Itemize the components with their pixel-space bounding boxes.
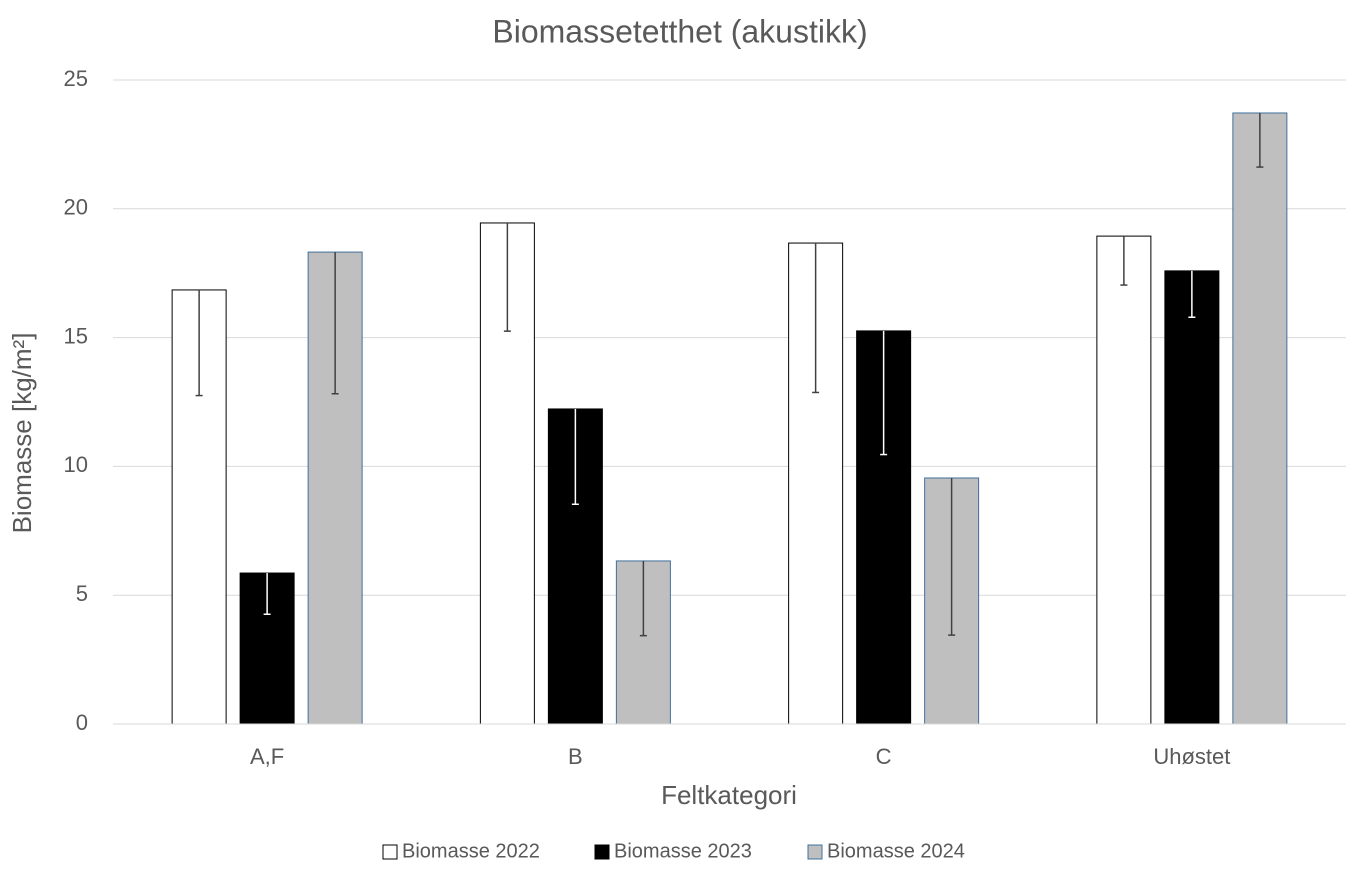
x-tick-label: A,F (250, 744, 284, 769)
x-tick-label: B (568, 744, 583, 769)
error-bar (263, 573, 271, 616)
y-tick-label: 10 (64, 452, 88, 477)
error-bar (1256, 112, 1264, 168)
error-bar (195, 289, 203, 397)
y-tick-label: 25 (64, 66, 88, 91)
y-axis-title: Biomasse [kg/m²] (7, 333, 37, 534)
y-tick-label: 0 (76, 710, 88, 735)
legend-swatch (594, 844, 610, 860)
bar (1164, 270, 1220, 725)
legend-swatch (382, 844, 398, 860)
y-tick-label: 15 (64, 323, 88, 348)
legend-swatch (807, 844, 823, 860)
error-bar (503, 222, 511, 332)
error-bar (571, 408, 579, 506)
legend-label: Biomasse 2023 (614, 840, 752, 862)
error-bar (1120, 236, 1128, 286)
y-tick-label: 5 (76, 581, 88, 606)
bar (1096, 235, 1152, 725)
x-tick-label: C (876, 744, 892, 769)
error-bar (812, 243, 820, 394)
bar (1232, 112, 1288, 725)
error-bar (948, 477, 956, 636)
chart-title: Biomassetetthet (akustikk) (492, 13, 867, 49)
legend-label: Biomasse 2022 (402, 840, 540, 862)
legend-label: Biomasse 2024 (827, 840, 965, 862)
x-axis-title: Feltkategori (661, 780, 797, 810)
error-bar (639, 560, 647, 637)
x-tick-label: Uhøstet (1153, 744, 1230, 769)
y-tick-label: 20 (64, 195, 88, 220)
error-bar (880, 330, 888, 456)
error-bar (331, 252, 339, 395)
error-bar (1188, 270, 1196, 318)
